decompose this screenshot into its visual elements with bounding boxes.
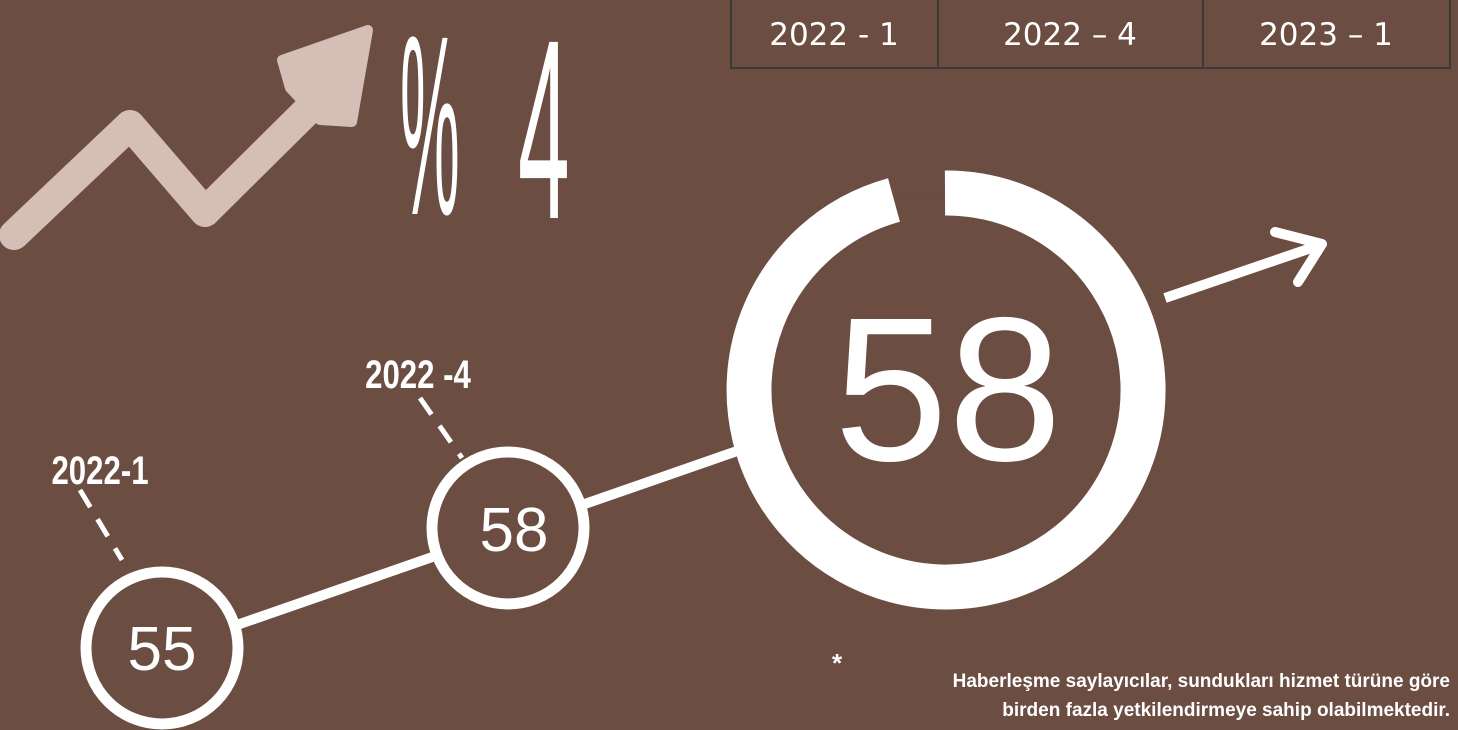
connector-line [1163, 240, 1322, 303]
trend-icon [0, 25, 373, 250]
table-border [730, 0, 1451, 69]
connector-arrowhead [1270, 227, 1327, 287]
current-value: 58 [834, 275, 1062, 504]
point-circle [80, 566, 244, 730]
period-table: 2022 - 1 2022 – 4 2023 – 1 [730, 0, 1451, 69]
table-cell: 2023 – 1 [1259, 17, 1393, 53]
point-circle [426, 446, 590, 610]
table-cell: 2022 - 1 [769, 17, 899, 53]
growth-symbol: % [400, 0, 460, 269]
point-label: 2022-1 [51, 448, 148, 493]
dashed-leader [77, 488, 125, 562]
point-label: 2022 -4 [365, 352, 471, 397]
point-value: 58 [480, 496, 549, 565]
trend-arrowhead [277, 25, 373, 127]
dashed-leader [417, 396, 465, 460]
footnote-marker: * [832, 648, 843, 678]
point-value: 55 [128, 615, 197, 684]
footnote-line: birden fazla yetkilendirmeye sahip olabi… [1002, 700, 1450, 721]
big-ring [726, 170, 1166, 610]
growth-value: 4 [518, 0, 570, 273]
footnote-line: Haberleşme saylayıcılar, sundukları hizm… [953, 671, 1450, 692]
trend-line [0, 85, 333, 250]
table-cell: 2022 – 4 [1003, 17, 1137, 53]
